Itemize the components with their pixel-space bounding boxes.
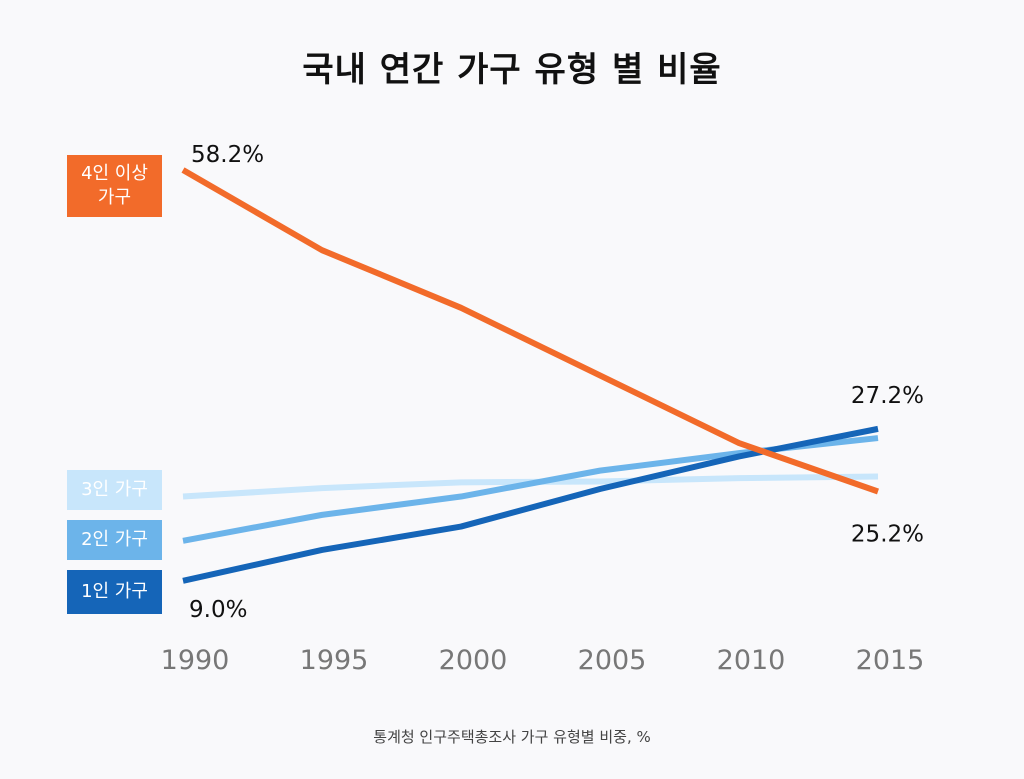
series-line-4인-이상-가구	[181, 167, 879, 495]
x-tick-label-2005: 2005	[578, 645, 647, 676]
legend-label-3-person: 3인 가구	[67, 470, 162, 510]
legend-label-2-person: 2인 가구	[67, 520, 162, 560]
x-tick-label-1990: 1990	[161, 645, 230, 676]
data-label-25.2pct: 25.2%	[851, 522, 924, 548]
legend-label-1-person: 1인 가구	[67, 570, 162, 614]
x-tick-label-1995: 1995	[300, 645, 369, 676]
data-label-58.2pct: 58.2%	[191, 142, 264, 168]
data-label-9.0pct: 9.0%	[189, 597, 247, 623]
series-line-1인-가구	[182, 425, 879, 584]
x-tick-label-2000: 2000	[439, 645, 508, 676]
source-note: 통계청 인구주택총조사 가구 유형별 비중, %	[373, 728, 651, 746]
x-tick-label-2010: 2010	[717, 645, 786, 676]
data-label-27.2pct: 27.2%	[851, 383, 924, 409]
chart-title: 국내 연간 가구 유형 별 비율	[302, 50, 722, 90]
legend-label-4plus-person: 4인 이상 가구	[67, 155, 162, 217]
x-tick-label-2015: 2015	[856, 645, 925, 676]
